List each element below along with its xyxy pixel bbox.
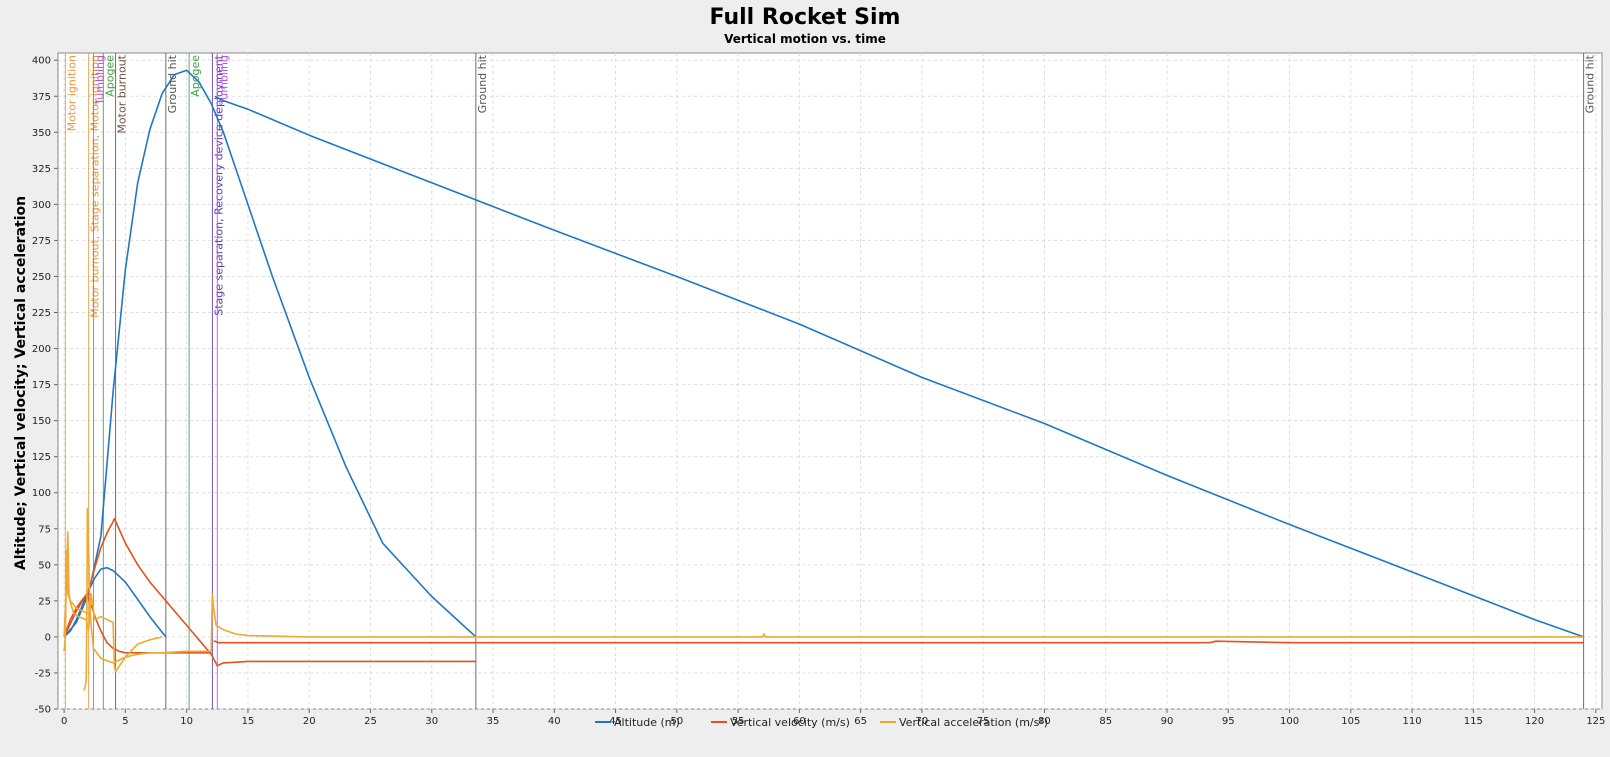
y-tick-label: 225 [32, 308, 51, 319]
x-tick-label: 75 [977, 716, 990, 727]
y-tick-label: 100 [32, 488, 51, 499]
event-label: Ground hit [166, 54, 179, 113]
y-tick-label: 175 [32, 380, 51, 391]
event-label: Ground hit [476, 54, 489, 113]
y-tick-label: -50 [35, 705, 51, 716]
x-tick-label: 105 [1341, 716, 1360, 727]
y-tick-label: 325 [32, 164, 51, 175]
event-label: Stage separation, Recovery device deploy… [212, 54, 225, 315]
series-lines [63, 69, 1584, 691]
x-tick-label: 120 [1525, 716, 1544, 727]
x-tick-label: 85 [1099, 716, 1112, 727]
chart-title: Full Rocket Sim [710, 5, 901, 30]
x-tick-label: 10 [180, 716, 193, 727]
event-label: Apogee [103, 55, 116, 97]
legend-label: Vertical velocity (m/s) [730, 716, 850, 729]
y-tick-label: 350 [32, 128, 51, 139]
y-tick-label: 250 [32, 272, 51, 283]
series-line [213, 640, 1584, 644]
y-tick-label: 275 [32, 236, 51, 247]
legend: Altitude (m) Vertical velocity (m/s) Verti… [595, 716, 1048, 729]
event-label: Apogee [189, 55, 202, 97]
y-tick-label: 50 [38, 560, 51, 571]
y-tick-label: 375 [32, 92, 51, 103]
y-tick-label: 150 [32, 416, 51, 427]
event-label: Ground hit [1584, 54, 1597, 113]
y-tick-label: 200 [32, 344, 51, 355]
event-label: Motor burnout, Stage separation, Motor i… [89, 55, 102, 318]
legend-label: Altitude (m) [614, 716, 680, 729]
x-tick-label: 0 [61, 716, 67, 727]
series-line [82, 507, 1584, 691]
x-tick-label: 45 [609, 716, 622, 727]
x-tick-label: 110 [1403, 716, 1422, 727]
y-tick-label: 400 [32, 56, 51, 67]
series-line [63, 566, 167, 638]
legend-label: Vertical acceleration (m/s²) [899, 716, 1048, 729]
event-label: Motor ignition [65, 55, 78, 131]
event-label: Motor burnout [116, 54, 129, 133]
x-tick-label: 80 [1038, 716, 1051, 727]
event-label: Tumbling [217, 55, 230, 106]
x-tick-label: 90 [1161, 716, 1174, 727]
y-tick-label: 0 [45, 632, 51, 643]
x-tick-label: 40 [548, 716, 561, 727]
y-tick-label: 125 [32, 452, 51, 463]
plot-area [57, 52, 1603, 710]
y-tick-label: -25 [35, 668, 51, 679]
x-tick-label: 50 [670, 716, 683, 727]
x-tick-label: 115 [1464, 716, 1483, 727]
x-tick-label: 15 [242, 716, 255, 727]
x-tick-label: 25 [364, 716, 377, 727]
chart-subtitle: Vertical motion vs. time [724, 32, 886, 46]
x-tick-label: 55 [732, 716, 745, 727]
x-tick-label: 65 [854, 716, 867, 727]
y-tick-label: 300 [32, 200, 51, 211]
y-tick-label: 75 [38, 524, 51, 535]
series-line [214, 95, 1584, 638]
x-tick-label: 5 [122, 716, 128, 727]
series-line [63, 549, 89, 652]
x-tick-label: 60 [793, 716, 806, 727]
x-tick-label: 70 [916, 716, 929, 727]
series-line [63, 517, 476, 667]
x-tick-label: 30 [425, 716, 438, 727]
x-tick-label: 95 [1222, 716, 1235, 727]
series-line [63, 530, 163, 673]
x-tick-label: 125 [1586, 716, 1605, 727]
y-tick-label: 25 [38, 596, 51, 607]
x-tick-label: 20 [303, 716, 316, 727]
x-axis-ticks: 0 5 10 15 20 25 30 35 40 45 50 55 60 65 70 75 80 85 90 95 10… [61, 709, 1605, 727]
y-axis-label: Altitude; Vertical velocity; Vertical ac… [13, 196, 29, 570]
y-axis-ticks: -50 -25 0 25 50 75 100 125 150 175 200 225 250 275 300… [32, 56, 58, 716]
x-tick-label: 35 [487, 716, 500, 727]
x-tick-label: 100 [1280, 716, 1299, 727]
series-line [63, 69, 477, 638]
